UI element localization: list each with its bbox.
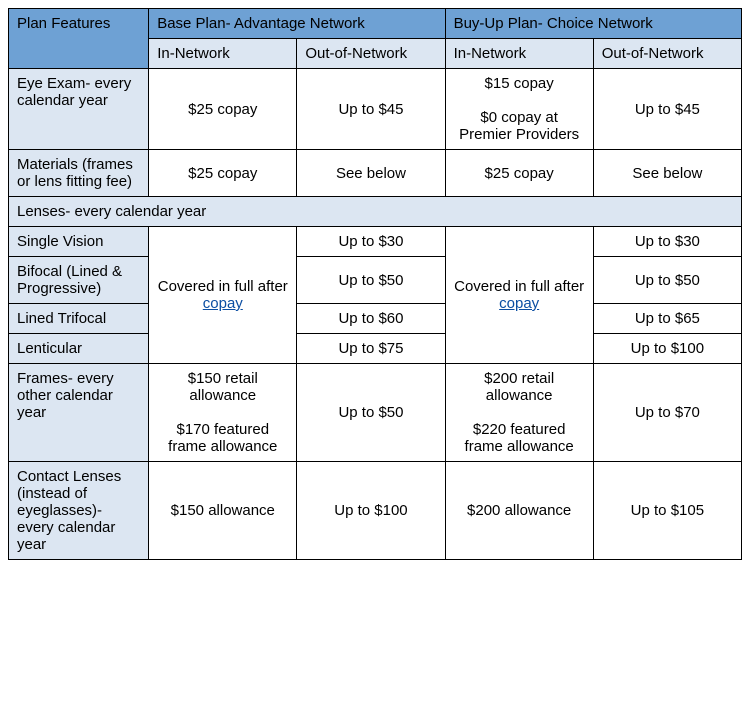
bifocal-buy-out: Up to $50 bbox=[593, 257, 741, 304]
lenses-buy-in: Covered in full after copay bbox=[445, 227, 593, 364]
row-bifocal: Bifocal (Lined & Progressive) Up to $50 … bbox=[9, 257, 742, 304]
covered-text-buy-prefix: Covered in full after bbox=[454, 278, 584, 295]
frames-base-out: Up to $50 bbox=[297, 364, 445, 462]
bifocal-label: Bifocal (Lined & Progressive) bbox=[9, 257, 149, 304]
covered-link-buy: copay bbox=[499, 295, 539, 312]
frames-buy-in: $200 retail allowance $220 featured fram… bbox=[445, 364, 593, 462]
materials-label: Materials (frames or lens fitting fee) bbox=[9, 150, 149, 197]
lenticular-buy-out: Up to $100 bbox=[593, 334, 741, 364]
base-out-header: Out-of-Network bbox=[297, 39, 445, 69]
covered-text-base-prefix: Covered in full after bbox=[158, 278, 288, 295]
frames-base-in: $150 retail allowance $170 featured fram… bbox=[149, 364, 297, 462]
single-buy-out: Up to $30 bbox=[593, 227, 741, 257]
header-row-1: Plan Features Base Plan- Advantage Netwo… bbox=[9, 9, 742, 39]
single-base-out: Up to $30 bbox=[297, 227, 445, 257]
contacts-label: Contact Lenses (instead of eyeglasses)- … bbox=[9, 462, 149, 560]
base-in-header: In-Network bbox=[149, 39, 297, 69]
lenticular-label: Lenticular bbox=[9, 334, 149, 364]
eyeexam-label: Eye Exam- every calendar year bbox=[9, 69, 149, 150]
eyeexam-base-out: Up to $45 bbox=[297, 69, 445, 150]
frames-label: Frames- every other calendar year bbox=[9, 364, 149, 462]
single-label: Single Vision bbox=[9, 227, 149, 257]
row-contacts: Contact Lenses (instead of eyeglasses)- … bbox=[9, 462, 742, 560]
contacts-base-out: Up to $100 bbox=[297, 462, 445, 560]
contacts-base-in: $150 allowance bbox=[149, 462, 297, 560]
trifocal-base-out: Up to $60 bbox=[297, 304, 445, 334]
eyeexam-base-in: $25 copay bbox=[149, 69, 297, 150]
buy-in-header: In-Network bbox=[445, 39, 593, 69]
lenses-base-in: Covered in full after copay bbox=[149, 227, 297, 364]
col-features: Plan Features bbox=[9, 9, 149, 69]
row-frames: Frames- every other calendar year $150 r… bbox=[9, 364, 742, 462]
bifocal-base-out: Up to $50 bbox=[297, 257, 445, 304]
frames-buy-out: Up to $70 bbox=[593, 364, 741, 462]
row-lenticular: Lenticular Up to $75 Up to $100 bbox=[9, 334, 742, 364]
materials-base-out: See below bbox=[297, 150, 445, 197]
lenses-section-label: Lenses- every calendar year bbox=[9, 197, 742, 227]
materials-buy-in: $25 copay bbox=[445, 150, 593, 197]
materials-buy-out: See below bbox=[593, 150, 741, 197]
col-buyup-plan: Buy-Up Plan- Choice Network bbox=[445, 9, 741, 39]
eyeexam-buy-out: Up to $45 bbox=[593, 69, 741, 150]
trifocal-label: Lined Trifocal bbox=[9, 304, 149, 334]
contacts-buy-in: $200 allowance bbox=[445, 462, 593, 560]
plan-comparison-table: Plan Features Base Plan- Advantage Netwo… bbox=[8, 8, 742, 560]
buy-out-header: Out-of-Network bbox=[593, 39, 741, 69]
lenticular-base-out: Up to $75 bbox=[297, 334, 445, 364]
covered-link-base: copay bbox=[203, 295, 243, 312]
row-trifocal: Lined Trifocal Up to $60 Up to $65 bbox=[9, 304, 742, 334]
row-lenses-section: Lenses- every calendar year bbox=[9, 197, 742, 227]
row-single: Single Vision Covered in full after copa… bbox=[9, 227, 742, 257]
row-materials: Materials (frames or lens fitting fee) $… bbox=[9, 150, 742, 197]
col-base-plan: Base Plan- Advantage Network bbox=[149, 9, 445, 39]
eyeexam-buy-in: $15 copay $0 copay at Premier Providers bbox=[445, 69, 593, 150]
row-eyeexam: Eye Exam- every calendar year $25 copay … bbox=[9, 69, 742, 150]
trifocal-buy-out: Up to $65 bbox=[593, 304, 741, 334]
materials-base-in: $25 copay bbox=[149, 150, 297, 197]
contacts-buy-out: Up to $105 bbox=[593, 462, 741, 560]
